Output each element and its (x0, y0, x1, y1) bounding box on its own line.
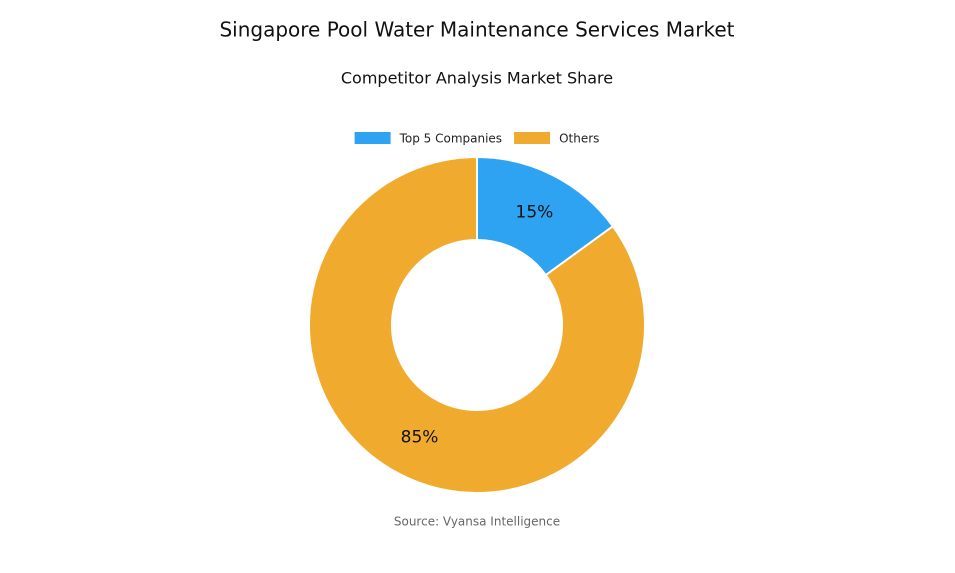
legend-label: Top 5 Companies (399, 132, 502, 146)
legend-swatch (354, 132, 391, 144)
chart-title: Singapore Pool Water Maintenance Service… (219, 18, 734, 42)
data-label: 15% (516, 202, 554, 222)
donut-slice (308, 155, 646, 494)
data-label: 85% (401, 428, 439, 448)
legend-label: Others (559, 132, 599, 146)
source-note: Source: Vyansa Intelligence (394, 515, 560, 529)
legend-swatch (514, 132, 551, 144)
chart-subtitle: Competitor Analysis Market Share (341, 69, 613, 88)
